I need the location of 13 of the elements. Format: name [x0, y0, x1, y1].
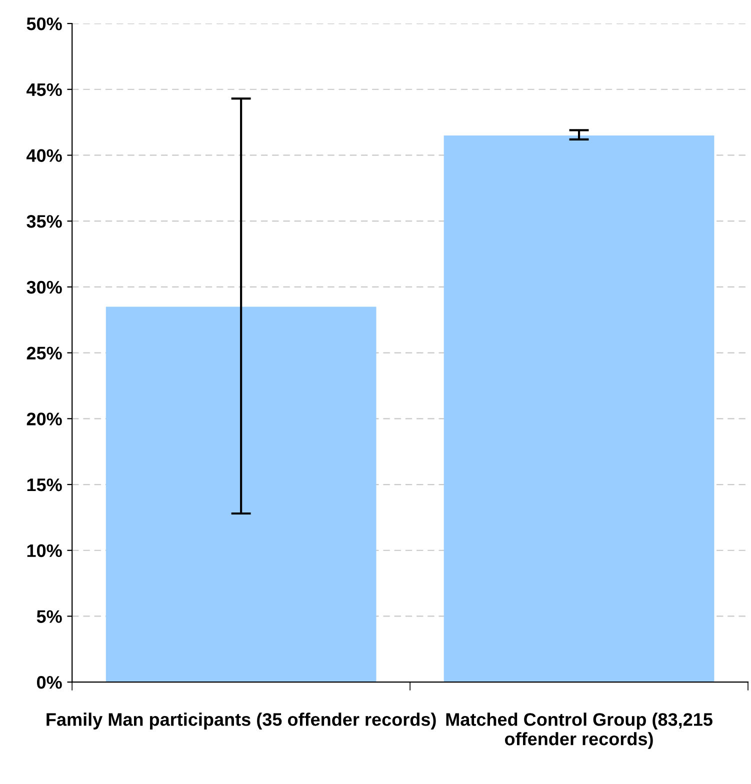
x-tick-label: Matched Control Group (83,215 offender records) [446, 712, 712, 749]
y-tick-label: 10% [27, 544, 62, 558]
x-tick-label: Family Man participants (35 offender records) [46, 712, 436, 730]
y-tick-label: 50% [26, 17, 62, 30]
y-tick-label: 15% [27, 478, 62, 492]
y-tick-label: 30% [26, 280, 62, 294]
y-tick-label: 35% [26, 215, 62, 228]
y-tick-label: 45% [26, 83, 62, 96]
y-tick-label: 20% [26, 412, 62, 426]
y-tick-label: 5% [36, 610, 62, 623]
y-tick-label: 0% [36, 676, 62, 689]
y-tick-label: 40% [26, 149, 62, 162]
y-tick-label: 25% [26, 346, 62, 360]
